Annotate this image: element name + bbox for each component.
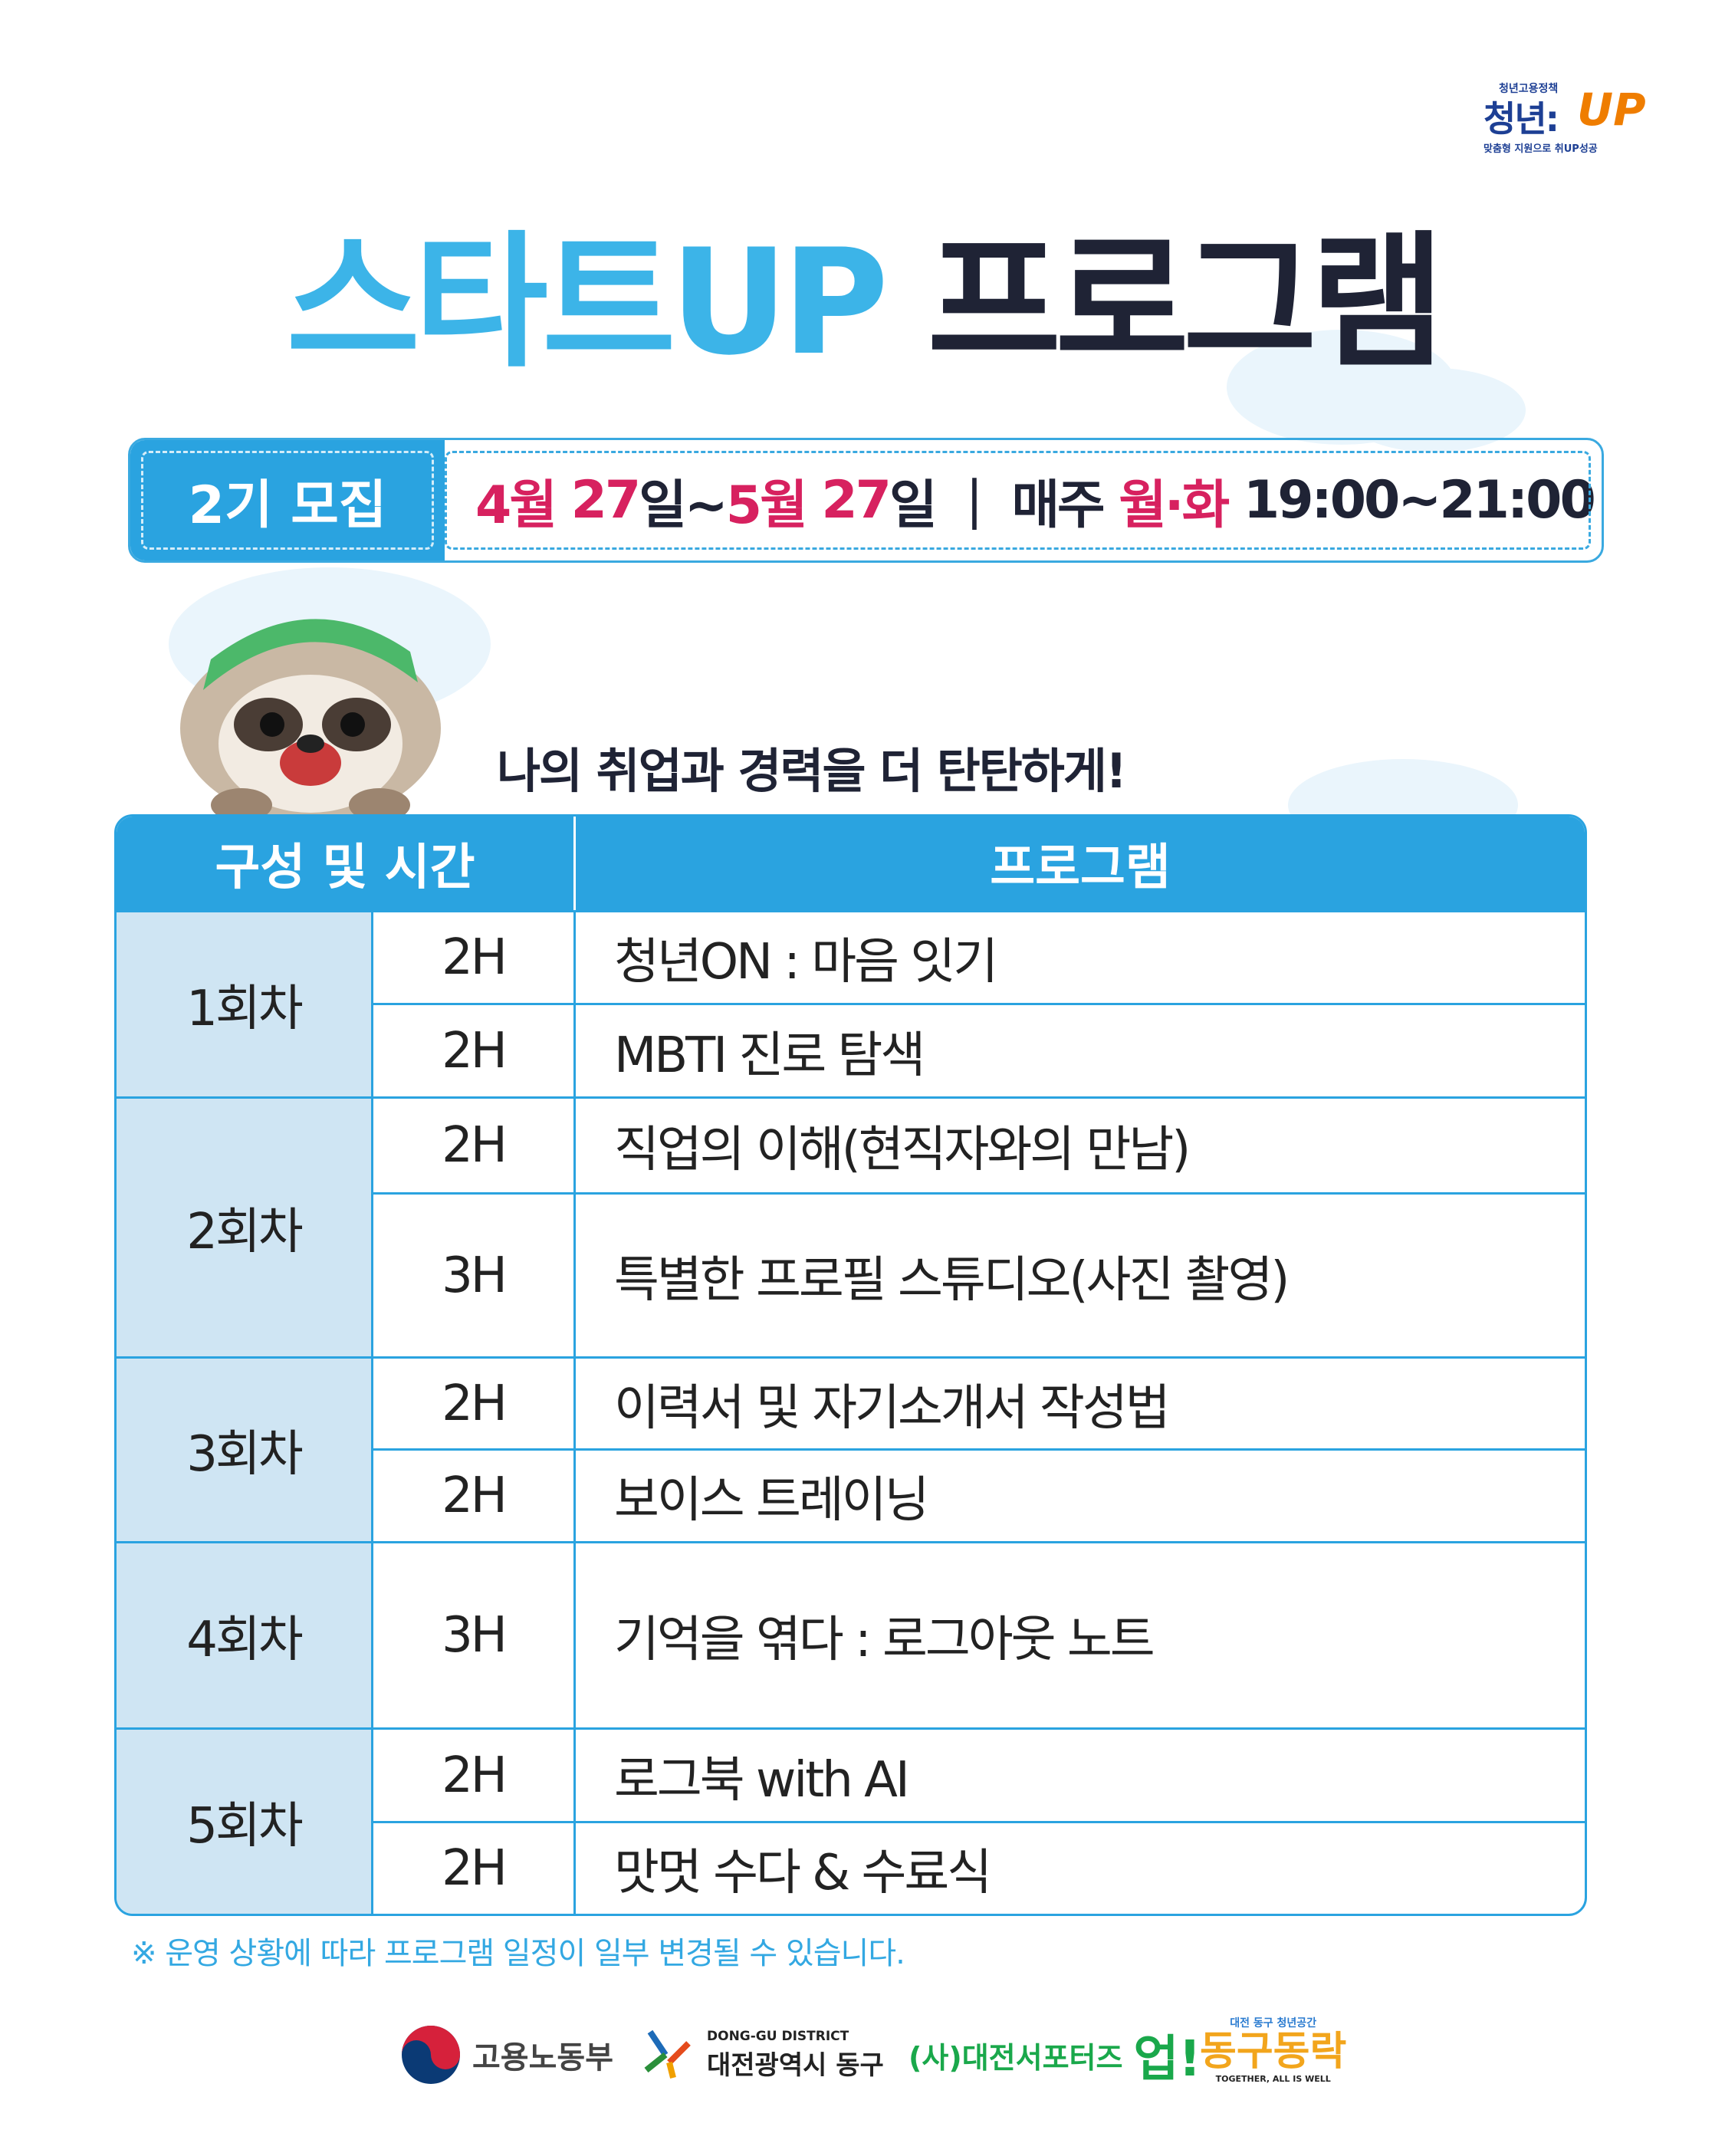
supporters-logo: (사)대전서포터즈 업! <box>909 2024 1201 2088</box>
weekdays: 월·화 <box>1119 475 1230 536</box>
hours-cell: 2H <box>371 910 573 1003</box>
donggu-star-icon <box>644 2029 691 2079</box>
title-part2: 프로그램 <box>927 218 1444 387</box>
table-row: 3회차 2H 이력서 및 자기소개서 작성법 <box>117 1356 1585 1541</box>
page-title: 스타트UP 프로그램 <box>0 230 1725 376</box>
program-schedule-table: 구성 및 시간 프로그램 1회차 2H 청년ON : 마음 잇기 2H MBTI 진로… <box>114 814 1587 1916</box>
program-cell: 직업의 이해(현직자와의 만남) <box>573 1096 1585 1192</box>
header-composition-time: 구성 및 시간 <box>117 817 573 910</box>
session-label: 5회차 <box>117 1727 371 1914</box>
time-range: 19:00~21:00 <box>1243 470 1596 531</box>
table-row: 2회차 2H 직업의 이해(현직자와의 만남) <box>117 1096 1585 1356</box>
hours-cell: 2H <box>371 1821 573 1914</box>
dongrak-en-text: TOGETHER, ALL IS WELL <box>1215 2074 1331 2085</box>
supporters-up-text: 업! <box>1133 2031 1201 2088</box>
session-label: 4회차 <box>117 1541 371 1727</box>
hours-cell: 2H <box>371 1096 573 1192</box>
cohort-badge: 2기 모집 <box>130 440 445 560</box>
end-month: 5월 <box>725 475 808 536</box>
program-cell: 기억을 엮다 : 로그아웃 노트 <box>573 1541 1585 1727</box>
hours-cell: 2H <box>371 1727 573 1821</box>
logo-up-text: UP <box>1577 84 1646 136</box>
taegeuk-icon <box>402 2026 460 2084</box>
program-cell: 로그북 with AI <box>573 1727 1585 1821</box>
program-cell: MBTI 진로 탐색 <box>573 1003 1585 1096</box>
table-row: 4회차 3H 기억을 엮다 : 로그아웃 노트 <box>117 1541 1585 1727</box>
table-row: 2H 맛멋 수다 & 수료식 <box>117 1821 1585 1914</box>
title-part1: 스타트UP <box>286 218 889 387</box>
moel-logo: 고용노동부 <box>400 2024 613 2085</box>
slogan: 나의 취업과 경력을 더 탄탄하게! <box>497 743 1127 799</box>
table-row: 2H MBTI 진로 탐색 <box>117 1003 1585 1096</box>
dongrak-logo: 대전 동구 청년공간 동구동락 TOGETHER, ALL IS WELL <box>1200 2015 1346 2092</box>
program-cell: 청년ON : 마음 잇기 <box>573 910 1585 1003</box>
program-cell: 이력서 및 자기소개서 작성법 <box>573 1356 1585 1448</box>
hours-cell: 2H <box>371 1356 573 1448</box>
table-row: 3H 특별한 프로필 스튜디오(사진 촬영) <box>117 1192 1585 1356</box>
youth-up-logo: 청년고용정책 청년: UP 맞춤형 지원으로 취UP성공 <box>1484 81 1660 157</box>
cohort-badge-text: 2기 모집 <box>188 475 387 536</box>
donggu-en-text: DONG-GU DISTRICT <box>707 2028 849 2044</box>
logo-main-text: 청년: <box>1484 98 1559 140</box>
recruitment-banner: 2기 모집 4월 27 일~ 5월 27 일 | 매주 월·화 19:00~21:00 <box>128 438 1604 563</box>
session-label: 2회차 <box>117 1096 371 1356</box>
dongrak-text: 동구동락 <box>1200 2029 1347 2075</box>
session-label: 3회차 <box>117 1356 371 1541</box>
hours-cell: 2H <box>371 1003 573 1096</box>
dongrak-top-text: 대전 동구 청년공간 <box>1230 2017 1317 2029</box>
supporters-text: (사)대전서포터즈 <box>909 2040 1123 2075</box>
donggu-text: 대전광역시 동구 <box>707 2049 884 2081</box>
schedule-info: 4월 27 일~ 5월 27 일 | 매주 월·화 19:00~21:00 <box>445 440 1602 560</box>
table-row: 1회차 2H 청년ON : 마음 잇기 <box>117 910 1585 1096</box>
session-label: 1회차 <box>117 910 371 1096</box>
program-cell: 보이스 트레이닝 <box>573 1448 1585 1541</box>
weekly-label: 매주 <box>1011 475 1105 536</box>
raccoon-mascot-illustration <box>180 619 441 820</box>
hours-cell: 3H <box>371 1541 573 1727</box>
start-unit: 일~ <box>639 475 728 536</box>
end-unit: 일 <box>889 475 938 536</box>
hours-cell: 3H <box>371 1192 573 1356</box>
moel-text: 고용노동부 <box>472 2040 613 2075</box>
hours-cell: 2H <box>371 1448 573 1541</box>
table-row: 5회차 2H 로그북 with AI <box>117 1727 1585 1914</box>
program-cell: 특별한 프로필 스튜디오(사진 촬영) <box>573 1192 1585 1356</box>
separator: | <box>965 470 984 531</box>
start-day: 27 <box>570 470 642 531</box>
schedule-change-note: ※ 운영 상황에 따라 프로그램 일정이 일부 변경될 수 있습니다. <box>131 1936 905 1971</box>
logo-small-text: 청년고용정책 <box>1499 83 1559 95</box>
start-month: 4월 <box>475 475 557 536</box>
logo-sub-text: 맞춤형 지원으로 취UP성공 <box>1484 143 1598 155</box>
header-program: 프로그램 <box>573 817 1585 910</box>
program-cell: 맛멋 수다 & 수료식 <box>573 1821 1585 1914</box>
donggu-logo: DONG-GU DISTRICT 대전광역시 동구 <box>642 2024 884 2085</box>
table-row: 2H 보이스 트레이닝 <box>117 1448 1585 1541</box>
end-day: 27 <box>821 470 892 531</box>
